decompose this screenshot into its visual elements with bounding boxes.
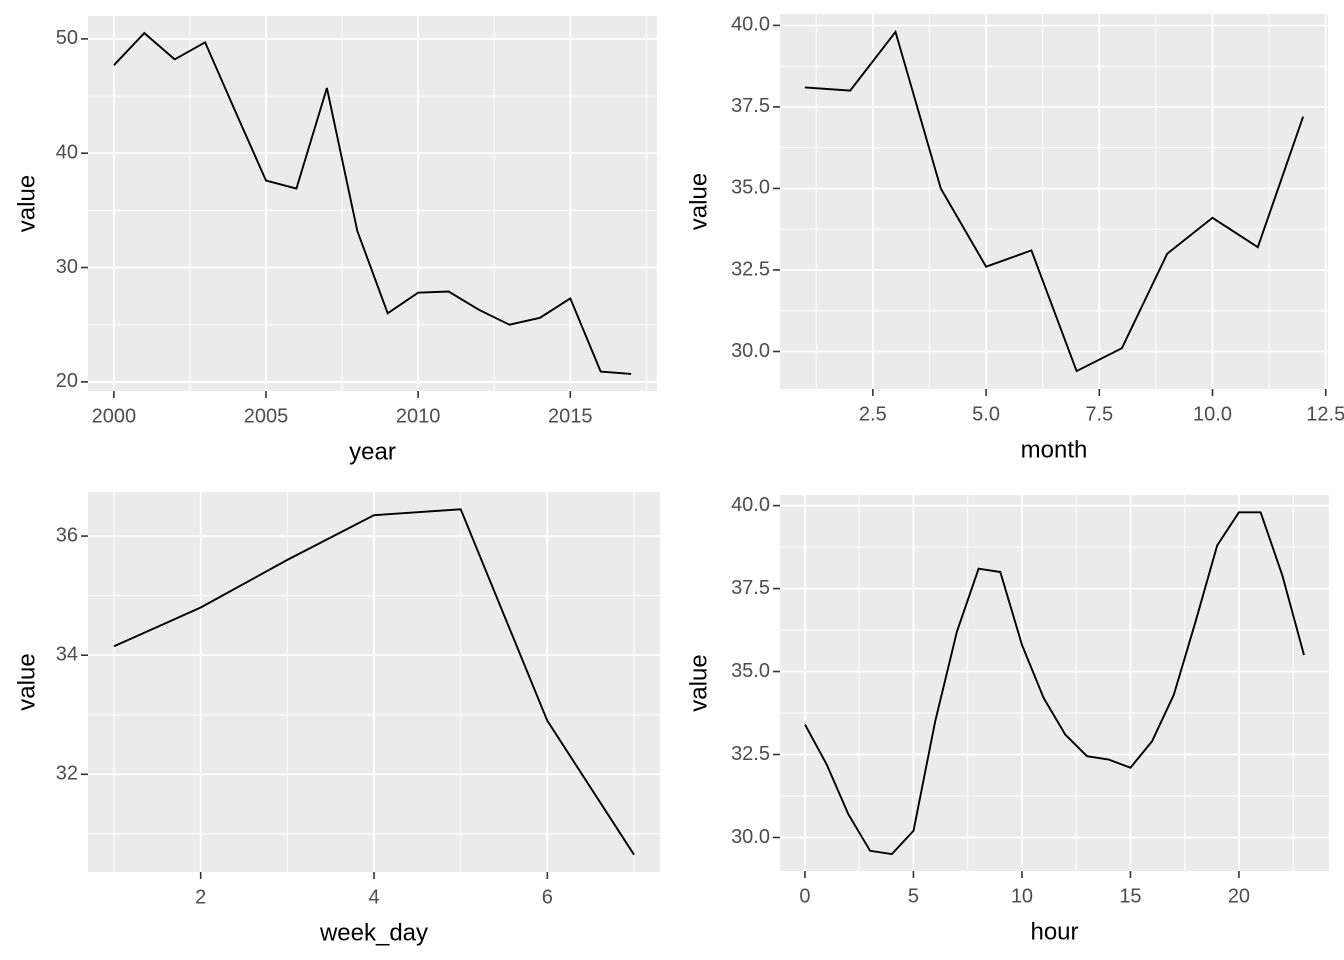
data-line-year: [113, 31, 632, 375]
y-tick-label: 34: [56, 643, 78, 665]
x-tick-label: 5.0: [972, 403, 1000, 425]
x-tick-label: 15: [1119, 885, 1141, 907]
y-axis-title: value: [13, 653, 40, 710]
x-tick-label: 10.0: [1193, 403, 1232, 425]
y-axis-title: value: [13, 175, 40, 232]
y-axis-title: value: [685, 654, 712, 711]
y-axis-title: value: [685, 173, 712, 230]
y-tick-label: 32.5: [731, 743, 770, 765]
y-tick-label: 32.5: [731, 258, 770, 280]
y-tick-label: 30: [56, 256, 78, 278]
y-tick-label: 37.5: [731, 95, 770, 117]
data-line-week_day: [113, 508, 635, 856]
x-tick-label: 7.5: [1085, 403, 1113, 425]
y-tick-label: 37.5: [731, 577, 770, 599]
x-tick-label: 10: [1011, 885, 1033, 907]
x-tick-label: 12.5: [1306, 403, 1344, 425]
x-axis-title-month: month: [1021, 436, 1088, 463]
y-tick-label: 30.0: [731, 826, 770, 848]
y-tick-label: 40.0: [731, 494, 770, 516]
x-tick-label: 2.5: [859, 403, 887, 425]
chart-value-by-month: 2.5 5.0 7.5 10.0 12.5 30.0 32.5 35.0 37.5 40.0 mon…: [672, 0, 1344, 480]
y-tick-label: 40: [56, 141, 78, 163]
y-tick-label: 30.0: [731, 340, 770, 362]
x-tick-label: 20: [1228, 885, 1250, 907]
x-axis-title-week_day: week_day: [319, 919, 428, 946]
y-tick-label: 32: [56, 763, 78, 785]
x-axis-title-year: year: [349, 438, 396, 465]
x-tick-label: 2015: [548, 405, 593, 427]
y-tick-label: 50: [56, 27, 78, 49]
chart-value-by-hour: 0 5 10 15 20 30.0 32.5 35.0 37.5 40.0 hour value: [672, 480, 1344, 960]
x-tick-label: 6: [542, 886, 553, 908]
y-tick-label: 35.0: [731, 660, 770, 682]
data-line-month: [804, 29, 1304, 373]
chart-value-by-week-day: 2 4 6 32 34 36 week_day value: [0, 480, 672, 960]
x-tick-label: 5: [908, 885, 919, 907]
x-tick-label: 4: [368, 886, 379, 908]
y-tick-label: 36: [56, 524, 78, 546]
x-tick-label: 2: [195, 886, 206, 908]
x-axis-title-hour: hour: [1030, 918, 1078, 945]
x-tick-label: 0: [799, 885, 810, 907]
y-tick-label: 40.0: [731, 14, 770, 36]
x-tick-label: 2010: [396, 405, 441, 427]
chart-svg-month: 2.5 5.0 7.5 10.0 12.5 30.0 32.5 35.0 37.5 40.0 mon…: [685, 14, 1344, 464]
panel-background: [780, 495, 1329, 871]
x-tick-label: 2000: [92, 405, 137, 427]
data-line-hour: [804, 511, 1305, 856]
x-tick-label: 2005: [244, 405, 289, 427]
panel-background: [88, 16, 657, 391]
y-tick-label: 35.0: [731, 177, 770, 199]
y-tick-label: 20: [56, 370, 78, 392]
chart-svg-hour: 0 5 10 15 20 30.0 32.5 35.0 37.5 40.0 hour value: [685, 494, 1329, 945]
panel-background: [780, 14, 1328, 389]
chart-svg-year: 2000 2005 2010 2015 20 30 40 50 year value: [13, 16, 657, 465]
chart-svg-week_day: 2 4 6 32 34 36 week_day value: [13, 492, 660, 946]
chart-value-by-year: 2000 2005 2010 2015 20 30 40 50 year value: [0, 0, 672, 480]
